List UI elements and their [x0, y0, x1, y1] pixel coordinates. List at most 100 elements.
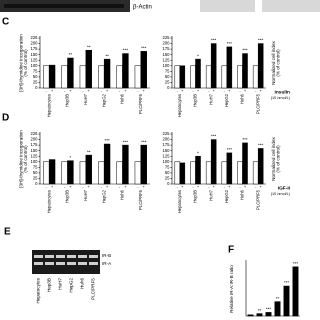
panel-letter: C — [2, 17, 9, 28]
x-tick-label: Hepatocytes — [46, 94, 51, 117]
significance: *** — [104, 138, 110, 143]
bar — [116, 161, 123, 185]
y-tick-label: 225 — [163, 131, 171, 136]
bar — [116, 65, 123, 89]
group-label: + — [197, 184, 200, 189]
y-tick-label: 200 — [163, 41, 171, 46]
significance: ** — [69, 52, 73, 57]
treatment-label: IGF-II — [278, 185, 291, 191]
group-label: + — [197, 88, 200, 93]
group-label: - — [137, 88, 139, 93]
y-tick-label: 75 — [33, 68, 38, 73]
y-tick-label: 125 — [163, 153, 171, 158]
group-label: + — [181, 184, 184, 189]
y-axis-label: (% of control) — [23, 145, 28, 173]
bar — [98, 65, 105, 89]
significance: *** — [242, 137, 248, 142]
lane-label: Hep3B — [47, 278, 52, 292]
bar — [79, 161, 87, 185]
significance: *** — [227, 41, 233, 46]
x-tick-label: Hepatocytes — [177, 190, 182, 213]
significance: * — [197, 53, 199, 58]
bar — [205, 65, 212, 89]
group-label: - — [101, 184, 103, 189]
x-tick-label: Huh6 — [120, 93, 125, 104]
significance: *** — [284, 280, 290, 285]
lane-label: HepG2 — [69, 278, 74, 293]
x-tick-label: Hep3B — [65, 94, 70, 107]
bar — [85, 49, 92, 89]
group-label: + — [244, 184, 247, 189]
blot-strip — [200, 0, 255, 12]
bar — [210, 139, 217, 185]
bar — [61, 65, 68, 89]
bar — [134, 161, 142, 185]
bar — [242, 53, 248, 89]
group-label: - — [64, 88, 66, 93]
significance: * — [70, 155, 72, 160]
bar — [242, 142, 248, 185]
bar — [98, 161, 105, 185]
y-tick-label: 75 — [165, 164, 170, 169]
group-label: + — [106, 88, 109, 93]
x-tick-label: Huh6 — [120, 189, 125, 200]
y-tick-label: 50 — [165, 170, 170, 175]
x-tick-label: HepG2 — [101, 93, 106, 107]
y-tick-label: 100 — [31, 159, 39, 164]
group-label: - — [224, 184, 226, 189]
bar — [205, 161, 212, 185]
y-tick-label: 225 — [31, 131, 39, 136]
y-tick-label: 25 — [165, 176, 170, 181]
group-label: - — [137, 184, 139, 189]
significance: *** — [141, 46, 147, 51]
group-label: - — [82, 184, 84, 189]
x-tick-label: HuH7 — [208, 189, 213, 200]
y-tick-label: 100 — [163, 63, 171, 68]
group-label: - — [119, 184, 121, 189]
lane-label: Hepatocytes — [36, 277, 41, 303]
blot-band — [4, 4, 124, 8]
significance: *** — [258, 143, 264, 148]
bar — [257, 148, 264, 185]
y-tick-label: 25 — [165, 80, 170, 85]
y-tick-label: 75 — [165, 68, 170, 73]
significance: *** — [123, 48, 129, 53]
bar — [140, 144, 147, 185]
band-label: IR-A — [102, 261, 112, 266]
group-label: + — [51, 184, 54, 189]
bar — [274, 301, 281, 317]
significance: *** — [227, 147, 233, 152]
y-tick-label: 0 — [167, 85, 170, 90]
bar — [43, 65, 50, 89]
y-tick-label: 200 — [31, 137, 39, 142]
bar — [247, 314, 254, 317]
group-label: - — [101, 88, 103, 93]
group-label: - — [208, 184, 210, 189]
bar — [79, 65, 87, 89]
x-tick-label: HepG2 — [224, 93, 229, 107]
x-tick-label: PLC/PRF5 — [138, 93, 143, 114]
y-tick-label: 50 — [33, 74, 38, 79]
x-tick-label: Hep3B — [193, 94, 198, 107]
y-tick-label: 175 — [163, 46, 171, 51]
y-tick-label: 200 — [31, 41, 39, 46]
group-label: - — [119, 88, 121, 93]
y-tick-label: 25 — [33, 80, 38, 85]
significance: ** — [87, 149, 91, 154]
y-tick-label: 150 — [163, 52, 171, 57]
bar — [257, 43, 264, 89]
y-tick-label: 0 — [35, 181, 38, 186]
bar — [48, 64, 56, 89]
significance: *** — [123, 139, 129, 144]
group-label: + — [106, 184, 109, 189]
y-axis-label: Normalized cell index — [271, 40, 276, 84]
y-tick-label: 125 — [31, 57, 39, 62]
group-label: + — [181, 88, 184, 93]
y-axis-label: (% of control) — [23, 49, 28, 77]
x-tick-label: HuH7 — [83, 93, 88, 104]
group-label: - — [239, 88, 241, 93]
bar — [226, 152, 233, 185]
y-axis-label: Normalized cell index — [271, 136, 276, 180]
group-label: - — [239, 184, 241, 189]
group-label: + — [124, 184, 127, 189]
